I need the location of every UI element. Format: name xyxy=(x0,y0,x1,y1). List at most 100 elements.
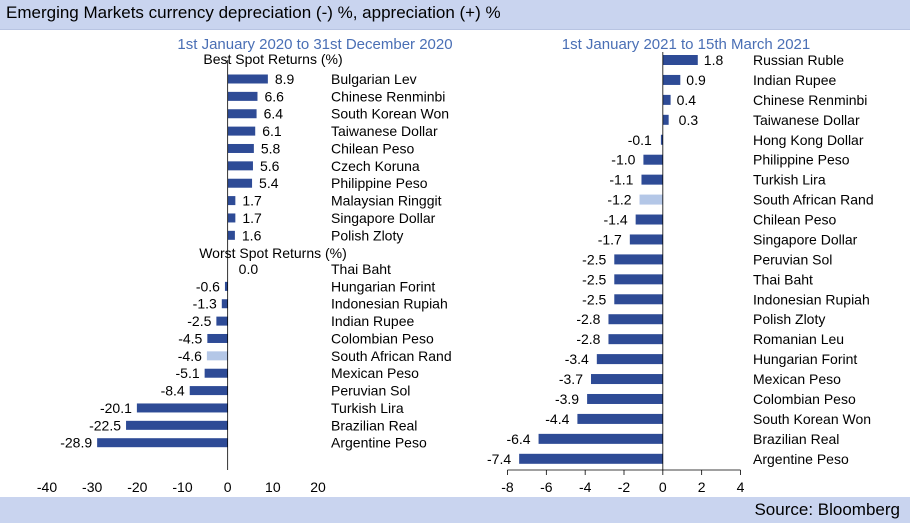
chart1-bar xyxy=(227,126,256,136)
chart1-bar xyxy=(227,91,258,101)
chart1-bar xyxy=(227,178,253,188)
chart1-category-label: Philippine Peso xyxy=(331,175,428,191)
chart2-data-label: -2.5 xyxy=(582,251,606,267)
chart1-bar xyxy=(227,161,253,171)
chart1-bar xyxy=(136,403,228,413)
chart1-bar xyxy=(97,438,228,448)
chart2-bar xyxy=(596,354,663,365)
chart1-category-label: Chinese Renminbi xyxy=(331,88,445,104)
chart2-category-label: Taiwanese Dollar xyxy=(753,112,860,128)
chart2-bar xyxy=(590,374,663,385)
chart1-bar xyxy=(216,316,228,326)
chart2-bar xyxy=(519,453,663,464)
chart2-x-tick-label: -6 xyxy=(540,479,553,495)
chart1-bar xyxy=(227,143,254,153)
chart2-data-label: -1.2 xyxy=(607,192,631,208)
chart2-data-label: -3.9 xyxy=(555,391,579,407)
chart1-group-heading: Best Spot Returns (%) xyxy=(203,51,342,67)
chart2-bar xyxy=(641,174,663,185)
chart2-bar xyxy=(662,74,681,85)
chart2-data-label: -2.8 xyxy=(576,311,600,327)
chart2-category-label: Polish Zloty xyxy=(753,311,825,327)
chart2-category-label: Philippine Peso xyxy=(753,152,850,168)
chart1-category-label: Chilean Peso xyxy=(331,140,414,156)
chart1-data-label: 6.1 xyxy=(262,123,282,139)
chart2-bar xyxy=(662,114,669,125)
chart1-category-label: Peruvian Sol xyxy=(331,383,410,399)
chart2-category-label: Thai Baht xyxy=(753,271,813,287)
chart2-category-label: Argentine Peso xyxy=(753,451,849,467)
chart1-x-tick-label: -10 xyxy=(172,479,192,495)
chart2-data-label: 1.8 xyxy=(704,52,724,68)
chart2-bar xyxy=(643,154,663,165)
chart2-category-label: Peruvian Sol xyxy=(753,251,832,267)
chart2-bar xyxy=(662,94,671,105)
chart2-bar xyxy=(577,413,663,424)
chart2-data-label: -1.1 xyxy=(609,172,633,188)
chart2-data-label: -4.4 xyxy=(545,411,569,427)
chart1-x-tick-label: -20 xyxy=(127,479,147,495)
chart2-x-tick-label: 0 xyxy=(659,479,667,495)
chart2-bar xyxy=(614,254,663,265)
chart1-data-label: 6.6 xyxy=(264,88,284,104)
chart2-bar xyxy=(639,194,663,205)
chart1-data-label: 5.4 xyxy=(259,175,279,191)
source-note: Source: Bloomberg xyxy=(754,500,900,519)
chart2-category-label: Indian Rupee xyxy=(753,72,837,88)
chart-area: 1st January 2020 to 31st December 2020Be… xyxy=(37,36,874,495)
chart2-x-tick-label: -4 xyxy=(579,479,592,495)
chart2-category-label: Chilean Peso xyxy=(753,212,836,228)
chart1-data-label: 6.4 xyxy=(264,106,284,122)
chart1-data-label: 0.0 xyxy=(239,261,259,277)
chart2-data-label: -2.5 xyxy=(582,291,606,307)
chart-title: Emerging Markets currency depreciation (… xyxy=(6,3,501,22)
title-bar: Emerging Markets currency depreciation (… xyxy=(0,0,910,30)
chart1-bar xyxy=(126,420,228,430)
chart1-data-label: -28.9 xyxy=(60,435,92,451)
chart2-data-label: -6.4 xyxy=(506,431,530,447)
chart1-x-tick-label: 20 xyxy=(310,479,326,495)
chart1-bar xyxy=(204,368,228,378)
chart2-bar xyxy=(635,214,663,225)
chart1-bar xyxy=(221,299,228,309)
chart2-bar xyxy=(662,55,698,65)
chart1-category-label: South Korean Won xyxy=(331,106,449,122)
chart2-bar xyxy=(587,393,663,404)
chart1-category-label: Brazilian Real xyxy=(331,417,417,433)
chart2-data-label: -3.4 xyxy=(565,351,589,367)
chart2-category-label: South African Rand xyxy=(753,192,874,208)
chart2-data-label: -7.4 xyxy=(487,451,511,467)
chart1-category-label: Thai Baht xyxy=(331,261,391,277)
chart1-category-label: Malaysian Ringgit xyxy=(331,193,442,209)
chart1-bar xyxy=(227,196,236,206)
chart1-bar xyxy=(227,230,235,240)
chart1-category-label: Mexican Peso xyxy=(331,365,419,381)
chart1-data-label: -2.5 xyxy=(187,313,211,329)
chart1-category-label: Hungarian Forint xyxy=(331,278,435,294)
chart1-category-label: Czech Koruna xyxy=(331,158,420,174)
chart2-category-label: South Korean Won xyxy=(753,411,871,427)
chart2-title: 1st January 2021 to 15th March 2021 xyxy=(562,36,811,53)
chart2-x-tick-label: 4 xyxy=(737,479,745,495)
chart2-data-label: -1.4 xyxy=(604,212,628,228)
chart1-data-label: 5.8 xyxy=(261,140,281,156)
chart1-category-label: Taiwanese Dollar xyxy=(331,123,438,139)
chart1-data-label: -0.6 xyxy=(196,278,220,294)
chart2-bar xyxy=(629,234,663,245)
chart1-bar xyxy=(189,386,228,396)
chart2-category-label: Singapore Dollar xyxy=(753,231,858,247)
chart1-bar xyxy=(207,333,228,343)
chart2-data-label: 0.3 xyxy=(679,112,699,128)
chart2-category-label: Brazilian Real xyxy=(753,431,839,447)
chart2-category-label: Indonesian Rupiah xyxy=(753,291,870,307)
chart1-x-tick-label: -30 xyxy=(82,479,102,495)
chart1-category-label: Turkish Lira xyxy=(331,400,404,416)
chart1-group-heading: Worst Spot Returns (%) xyxy=(199,245,347,261)
chart1-data-label: -1.3 xyxy=(193,296,217,312)
chart2-bar xyxy=(608,334,663,345)
chart1-data-label: -5.1 xyxy=(176,365,200,381)
chart2-category-label: Hungarian Forint xyxy=(753,351,857,367)
chart2-bar xyxy=(538,433,663,444)
chart1-data-label: -22.5 xyxy=(89,417,121,433)
chart1-category-label: South African Rand xyxy=(331,348,452,364)
